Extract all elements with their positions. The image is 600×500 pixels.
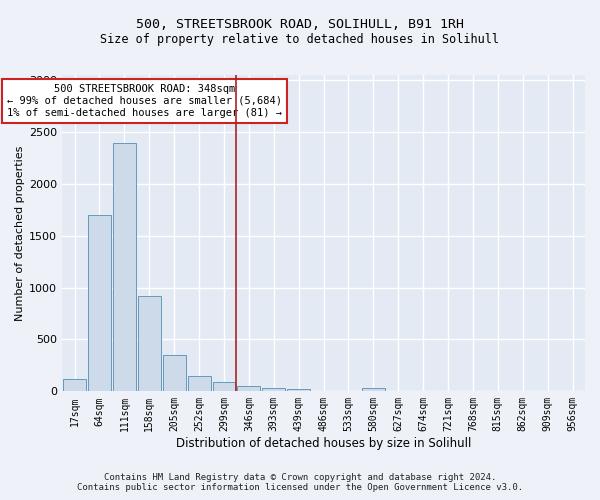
Bar <box>113 144 136 392</box>
Text: 500 STREETSBROOK ROAD: 348sqm
← 99% of detached houses are smaller (5,684)
1% of: 500 STREETSBROOK ROAD: 348sqm ← 99% of d… <box>7 84 282 117</box>
Text: Size of property relative to detached houses in Solihull: Size of property relative to detached ho… <box>101 32 499 46</box>
Bar <box>262 388 285 392</box>
Bar <box>287 390 310 392</box>
Bar <box>63 379 86 392</box>
Bar <box>238 386 260 392</box>
Text: 500, STREETSBROOK ROAD, SOLIHULL, B91 1RH: 500, STREETSBROOK ROAD, SOLIHULL, B91 1R… <box>136 18 464 30</box>
Bar <box>362 388 385 392</box>
Y-axis label: Number of detached properties: Number of detached properties <box>15 146 25 321</box>
X-axis label: Distribution of detached houses by size in Solihull: Distribution of detached houses by size … <box>176 437 471 450</box>
Bar <box>88 215 111 392</box>
Bar <box>138 296 161 392</box>
Text: Contains HM Land Registry data © Crown copyright and database right 2024.
Contai: Contains HM Land Registry data © Crown c… <box>77 473 523 492</box>
Bar <box>163 355 185 392</box>
Bar <box>212 382 235 392</box>
Bar <box>188 376 211 392</box>
